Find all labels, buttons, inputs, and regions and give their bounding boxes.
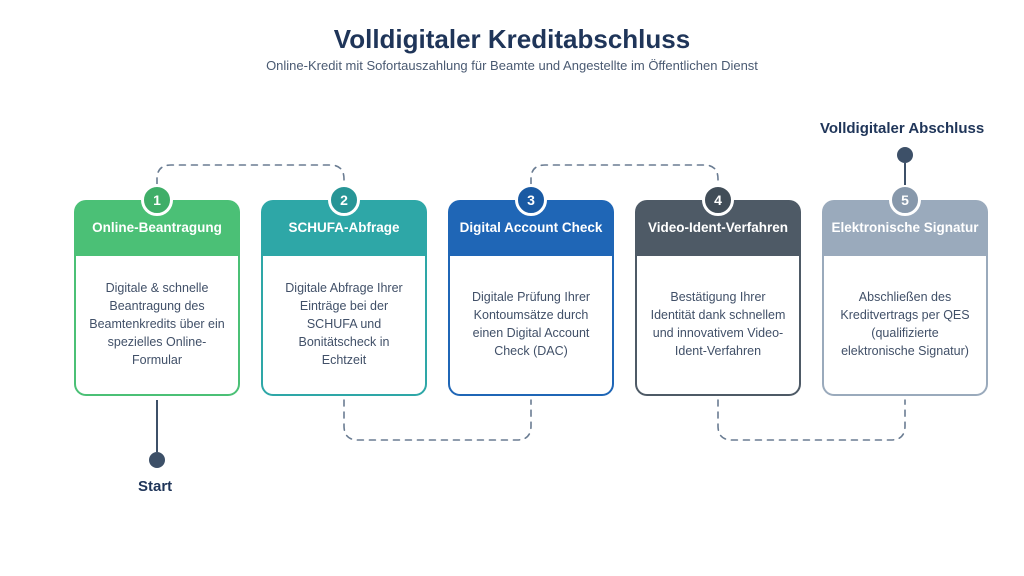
step-card-4: 4Video-Ident-VerfahrenBestätigung Ihrer … bbox=[635, 200, 801, 396]
step-body: Digitale Abfrage Ihrer Einträge bei der … bbox=[261, 256, 427, 396]
page: Volldigitaler Kreditabschluss Online-Kre… bbox=[0, 0, 1024, 576]
step-card-5: 5Elektronische SignaturAbschließen des K… bbox=[822, 200, 988, 396]
start-dot bbox=[149, 452, 165, 468]
start-label: Start bbox=[138, 478, 172, 495]
end-stem bbox=[904, 163, 906, 185]
step-body-text: Digitale & schnelle Beantragung des Beam… bbox=[88, 279, 226, 370]
page-subtitle: Online-Kredit mit Sofortauszahlung für B… bbox=[0, 58, 1024, 73]
step-body-text: Abschließen des Kreditvertrags per QES (… bbox=[836, 288, 974, 361]
end-dot bbox=[897, 147, 913, 163]
step-body: Digitale Prüfung Ihrer Kontoumsätze durc… bbox=[448, 256, 614, 396]
step-body: Abschließen des Kreditvertrags per QES (… bbox=[822, 256, 988, 396]
step-badge: 2 bbox=[328, 184, 360, 216]
page-title: Volldigitaler Kreditabschluss bbox=[0, 24, 1024, 55]
step-card-2: 2SCHUFA-AbfrageDigitale Abfrage Ihrer Ei… bbox=[261, 200, 427, 396]
start-stem bbox=[156, 400, 158, 452]
end-label: Volldigitaler Abschluss bbox=[820, 120, 984, 137]
step-body: Bestätigung Ihrer Identität dank schnell… bbox=[635, 256, 801, 396]
step-body: Digitale & schnelle Beantragung des Beam… bbox=[74, 256, 240, 396]
step-card-1: 1Online-BeantragungDigitale & schnelle B… bbox=[74, 200, 240, 396]
step-body-text: Digitale Abfrage Ihrer Einträge bei der … bbox=[275, 279, 413, 370]
step-body-text: Digitale Prüfung Ihrer Kontoumsätze durc… bbox=[462, 288, 600, 361]
step-badge: 1 bbox=[141, 184, 173, 216]
step-badge: 4 bbox=[702, 184, 734, 216]
step-body-text: Bestätigung Ihrer Identität dank schnell… bbox=[649, 288, 787, 361]
step-card-3: 3Digital Account CheckDigitale Prüfung I… bbox=[448, 200, 614, 396]
step-badge: 5 bbox=[889, 184, 921, 216]
step-badge: 3 bbox=[515, 184, 547, 216]
